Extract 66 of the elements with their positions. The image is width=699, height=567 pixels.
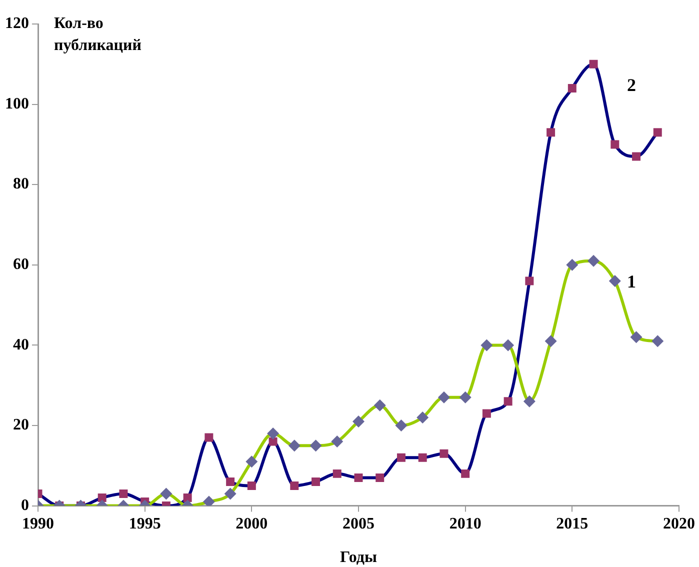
point — [98, 494, 106, 502]
point — [416, 411, 429, 424]
point — [632, 152, 641, 161]
point — [546, 128, 556, 137]
point — [376, 473, 384, 482]
point — [395, 420, 408, 432]
point — [332, 469, 342, 478]
point — [183, 494, 192, 502]
series-label: 1 — [627, 272, 636, 292]
point — [267, 428, 280, 440]
x-tick-label: 1990 — [22, 516, 54, 533]
y-tick-label: 20 — [13, 416, 29, 434]
point — [523, 395, 536, 408]
point — [438, 391, 450, 404]
y-tick-label: 0 — [21, 496, 29, 514]
y-axis-title: Кол-во публикаций — [54, 15, 142, 54]
x-tick-label: 2005 — [342, 516, 374, 533]
point — [544, 335, 557, 348]
x-tick-label: 1995 — [128, 516, 161, 533]
point — [482, 409, 491, 418]
point — [226, 477, 235, 486]
point — [630, 331, 642, 344]
y-tick-label: 100 — [5, 95, 29, 112]
point — [566, 258, 578, 271]
point — [290, 481, 299, 490]
point — [354, 473, 363, 482]
point — [224, 488, 236, 500]
point — [160, 488, 172, 500]
point — [247, 481, 256, 490]
point — [352, 415, 364, 428]
point — [461, 469, 470, 478]
point — [652, 335, 664, 348]
x-tick-label: 2015 — [556, 516, 588, 533]
point — [525, 276, 534, 286]
point — [608, 274, 621, 287]
point — [589, 60, 598, 68]
y-tick-label: 120 — [5, 15, 29, 32]
point — [204, 433, 214, 442]
point — [202, 496, 215, 506]
point — [312, 477, 320, 486]
y-tick-label: 60 — [13, 256, 29, 274]
point — [504, 397, 512, 406]
x-axis-title: Годы — [340, 549, 378, 566]
point — [331, 436, 344, 448]
y-tick-label: 80 — [13, 176, 29, 193]
point — [119, 490, 128, 498]
point — [568, 84, 576, 92]
point — [374, 399, 386, 412]
point — [418, 453, 427, 462]
point — [459, 391, 472, 404]
point — [653, 128, 662, 137]
x-tick-label: 2020 — [663, 516, 695, 533]
point — [480, 339, 493, 352]
point — [440, 449, 448, 458]
x-tick-label: 2010 — [449, 516, 482, 533]
point — [268, 437, 278, 446]
point — [288, 440, 300, 452]
series-label: 2 — [627, 74, 636, 95]
point — [246, 456, 258, 468]
point — [396, 453, 406, 462]
point — [610, 140, 620, 149]
y-tick-label: 40 — [13, 336, 29, 354]
point — [310, 440, 322, 452]
x-tick-label: 2000 — [236, 516, 268, 533]
point — [502, 339, 514, 352]
point — [588, 254, 600, 267]
